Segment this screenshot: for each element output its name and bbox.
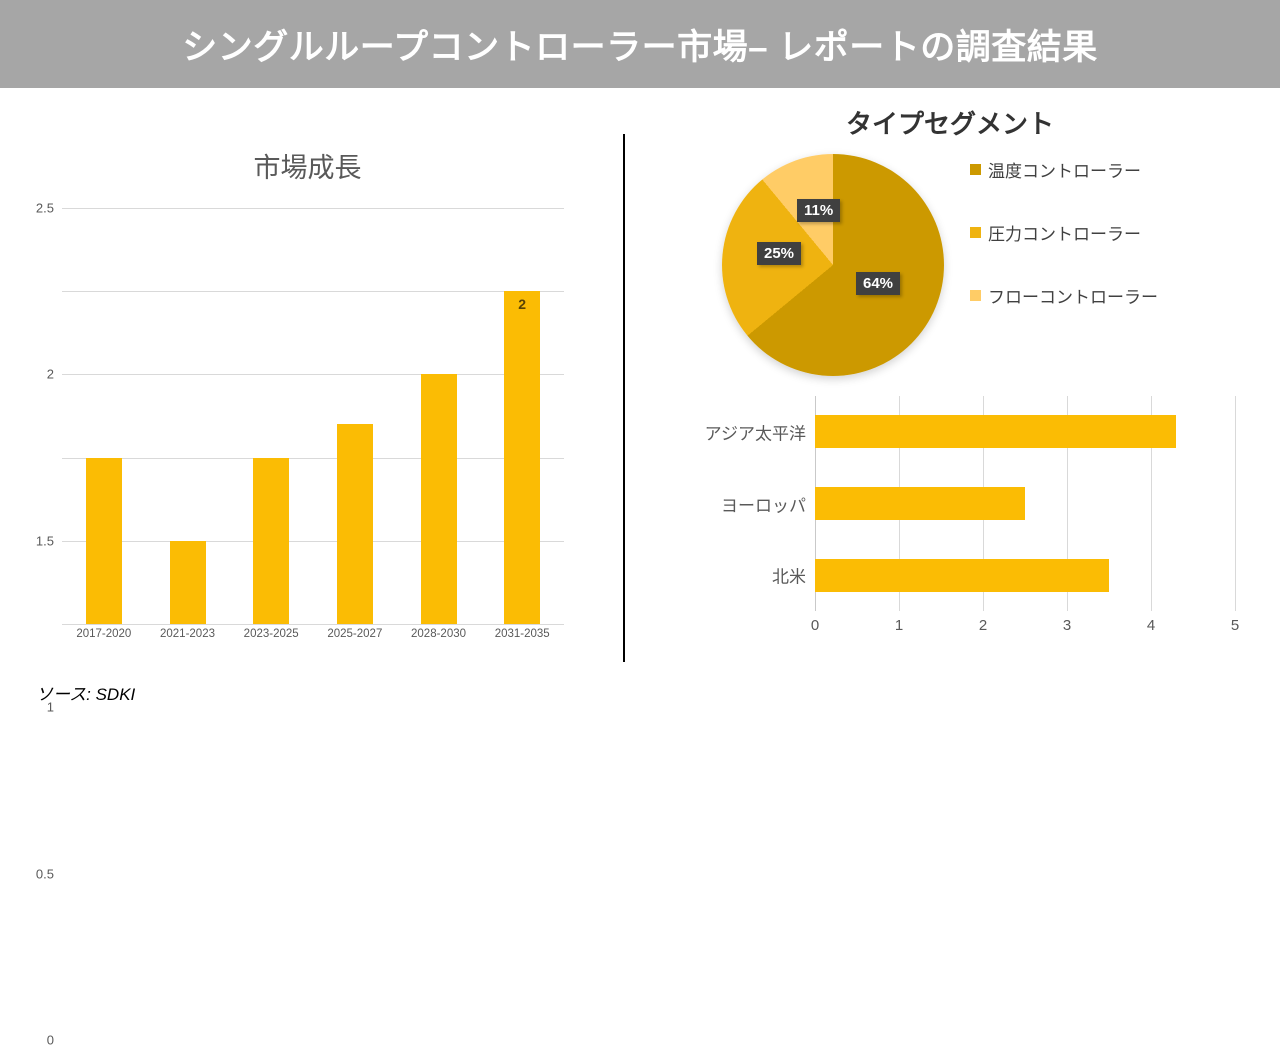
market-growth-chart-title: 市場成長 <box>253 153 362 183</box>
region-category-label: 北米 <box>772 567 806 587</box>
legend-item-label: フローコントローラー <box>988 288 1158 307</box>
region-plot-area: 0 1 2 3 4 5 アジア太平洋ヨーロッパ北米 <box>705 396 1239 634</box>
x-axis-tick-label: 3 <box>1062 617 1072 634</box>
market-growth-bars: 2 <box>62 208 564 624</box>
y-axis-tick-label: 2 <box>46 366 54 382</box>
legend-item-label: 温度コントローラー <box>988 162 1141 181</box>
bar-slot <box>229 208 313 624</box>
gridline: 1.5 <box>36 374 564 548</box>
legend-swatch-icon <box>970 227 981 238</box>
bar <box>253 457 290 624</box>
bar-slot: 2 <box>480 208 564 624</box>
legend-item[interactable]: 圧力コントローラー <box>970 221 1270 248</box>
bar-slot <box>397 208 481 624</box>
type-segment-panel: タイプセグメント 64% 25% 11% 温度コントローラー 圧力コントローラーフ… <box>640 96 1280 672</box>
header-banner: シングルループコントローラー市場– レポートの調査結果 <box>0 0 1280 88</box>
y-axis-tick-label: 1.5 <box>35 533 54 549</box>
legend-item-label: 圧力コントローラー <box>988 225 1141 244</box>
x-axis-tick-label: 5 <box>1230 617 1240 634</box>
region-bar-chart: 0 1 2 3 4 5 アジア太平洋ヨーロッパ北米 <box>660 396 1270 646</box>
x-axis-tick-label: 2025-2027 <box>327 628 383 640</box>
gridline: 2.5 <box>36 201 564 216</box>
market-growth-x-axis-labels: 2017-2020 2021-2023 2023-2025 2025-2027 2028… <box>62 628 564 640</box>
pie-slice-label-flow: 11% <box>797 199 841 222</box>
bar-slot <box>146 208 230 624</box>
bar-slot <box>62 208 146 624</box>
market-growth-panel: 市場成長 2.5 2 1.5 1 0.5 0 2 2017-2020 2021-2023 20… <box>0 96 615 1048</box>
gridline <box>1235 396 1236 611</box>
panel-divider <box>623 134 625 662</box>
source-note: ソース: SDKI <box>36 685 136 704</box>
region-bar <box>815 558 1109 592</box>
bar-value-label: 2 <box>518 296 527 313</box>
region-bar-row: 北米 <box>772 558 1235 592</box>
x-axis-tick-label: 1 <box>894 617 904 634</box>
legend-swatch-icon <box>970 290 981 301</box>
y-axis-tick-label: 1 <box>46 699 54 715</box>
region-category-label: ヨーロッパ <box>721 496 806 515</box>
region-bar <box>815 487 1025 520</box>
gridline: 0 <box>47 624 564 1048</box>
type-segment-pie-chart: 64% 25% 11% <box>722 154 944 376</box>
bar-slot <box>313 208 397 624</box>
region-bar <box>815 415 1177 449</box>
legend-item[interactable]: 温度コントローラー <box>970 158 1270 185</box>
bar <box>336 424 373 624</box>
x-axis-tick-label: 2031-2035 <box>494 628 550 640</box>
x-axis-tick-label: 2 <box>978 617 988 634</box>
x-axis-tick-label: 0 <box>810 617 820 634</box>
gridline: 1 <box>47 457 564 715</box>
gridline: 2 <box>47 291 564 382</box>
bar: 2 <box>504 291 541 624</box>
pie-slice-label-pressure: 25% <box>757 242 802 265</box>
bar <box>85 457 122 624</box>
market-growth-plot-area: 2.5 2 1.5 1 0.5 0 2 <box>36 201 564 1048</box>
x-axis-tick-label: 2028-2030 <box>411 628 467 640</box>
y-axis-tick-label: 0.5 <box>35 866 54 882</box>
pie-slice-label-temperature: 64% <box>856 272 901 295</box>
region-bar-row: アジア太平洋 <box>705 415 1235 449</box>
y-axis-tick-label: 0 <box>46 1032 54 1048</box>
type-segment-title: タイプセグメント <box>845 109 1054 139</box>
pie-disc <box>722 154 944 376</box>
bar <box>420 374 457 624</box>
gridline <box>1151 396 1152 611</box>
pie-legend: 温度コントローラー 圧力コントローラー フローコントローラー <box>970 158 1270 347</box>
bar <box>169 540 206 624</box>
region-category-label: アジア太平洋 <box>704 424 806 444</box>
x-axis-tick-label: 2021-2023 <box>160 628 215 640</box>
x-axis-tick-label: 4 <box>1146 617 1156 634</box>
x-axis-tick-label: 2017-2020 <box>76 628 132 640</box>
x-axis-tick-label: 2023-2025 <box>243 628 299 640</box>
gridline <box>1067 396 1068 611</box>
region-bar-row: ヨーロッパ <box>721 487 1235 520</box>
legend-item[interactable]: フローコントローラー <box>970 284 1270 311</box>
y-axis-tick-label: 2.5 <box>35 200 54 216</box>
page-title: シングルループコントローラー市場– レポートの調査結果 <box>182 27 1098 67</box>
legend-swatch-icon <box>970 164 981 175</box>
